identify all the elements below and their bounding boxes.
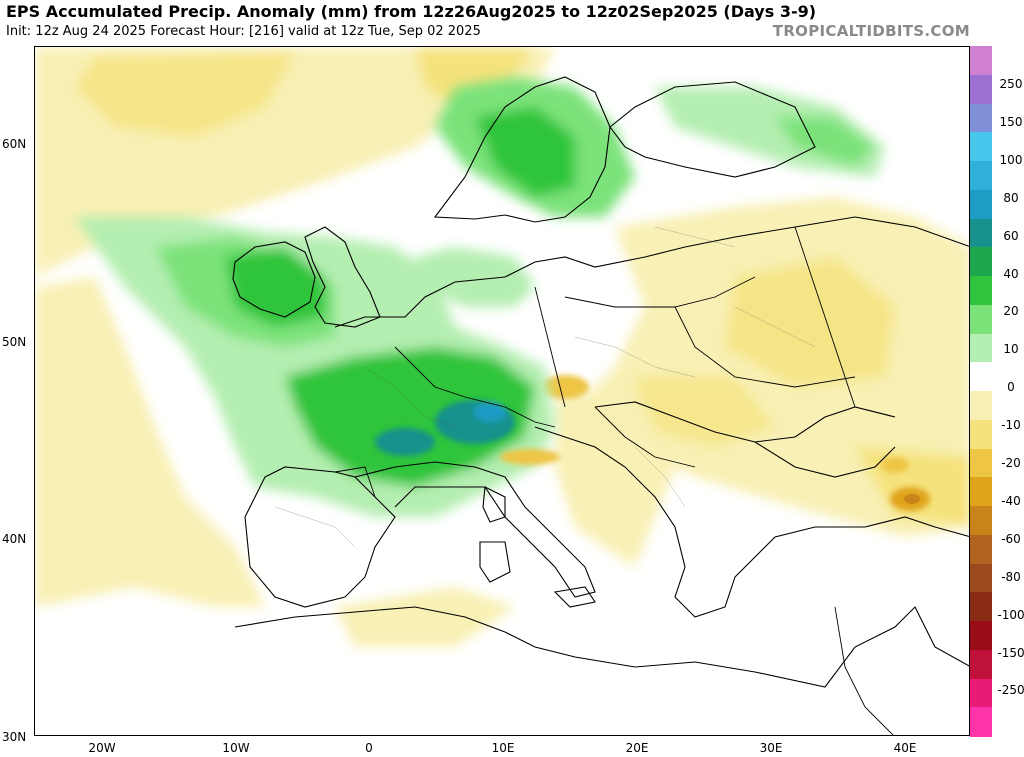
colorbar-swatch (970, 621, 992, 651)
colorbar-label: 100 (999, 152, 1023, 167)
colorbar-swatch (970, 362, 992, 392)
colorbar-swatch (970, 477, 992, 507)
dry-spot-east (881, 457, 909, 473)
lon-label-20w: 20W (88, 741, 116, 755)
dry-core-caucasus (904, 494, 920, 504)
colorbar-swatch (970, 74, 992, 104)
colorbar-swatch (970, 189, 992, 219)
finland-baltic-outline (609, 81, 816, 178)
colorbar-swatch (970, 649, 992, 679)
colorbar-label: 150 (999, 114, 1023, 129)
balkans-turkey-coast (534, 426, 969, 618)
border-france-germany (394, 346, 556, 428)
colorbar-label: -150 (997, 645, 1024, 660)
colorbar-swatch (970, 391, 992, 421)
lon-label-0: 0 (365, 741, 373, 755)
colorbar-label: -10 (1001, 418, 1021, 433)
colorbar-swatch (970, 534, 992, 564)
border-middle-east (834, 606, 894, 735)
colorbar-label: -40 (1001, 493, 1021, 508)
map-title: EPS Accumulated Precip. Anomaly (mm) fro… (6, 2, 817, 21)
lat-label-40n: 40N (2, 532, 27, 546)
colorbar (970, 46, 992, 737)
colorbar-swatch (970, 304, 992, 334)
colorbar-swatch (970, 46, 992, 76)
sicily-outline (553, 586, 596, 608)
colorbar-swatch (970, 592, 992, 622)
colorbar-swatch (970, 132, 992, 162)
colorbar-swatch (970, 161, 992, 191)
border-ukraine (674, 306, 856, 388)
border-balkans (594, 406, 696, 468)
ireland-outline (232, 241, 316, 318)
sardinia-outline (479, 541, 511, 583)
border-russia-ukraine (794, 226, 856, 408)
colorbar-label: -80 (1001, 569, 1021, 584)
lon-label-20e: 20E (625, 741, 649, 755)
colorbar-swatch (970, 419, 992, 449)
dry-spot-alps-east (541, 375, 589, 399)
colorbar-label: -60 (1001, 531, 1021, 546)
colorbar-swatch (970, 247, 992, 277)
colorbar-label: -100 (997, 607, 1024, 622)
colorbar-swatch (970, 276, 992, 306)
colorbar-label: -250 (997, 683, 1024, 698)
north-europe-coast (334, 216, 969, 328)
coastlines (232, 76, 969, 688)
lon-label-10e: 10E (491, 741, 515, 755)
great-britain-outline (304, 226, 381, 328)
colorbar-swatch (970, 506, 992, 536)
brand-watermark: TROPICALTIDBITS.COM (772, 22, 970, 40)
colorbar-swatch (970, 678, 992, 708)
lon-label-40e: 40E (893, 741, 917, 755)
colorbar-label: 80 (1003, 190, 1019, 205)
black-sea-south (754, 441, 896, 478)
colorbar-swatch (970, 103, 992, 133)
precip-anomaly-map (34, 46, 970, 736)
border-spain-france (334, 466, 376, 498)
colorbar-label: 10 (1003, 342, 1019, 357)
heavy-wet-alps (375, 400, 560, 465)
admin-borders (274, 226, 816, 548)
colorbar-label: 40 (1003, 266, 1019, 281)
corsica-outline (482, 486, 506, 523)
iberia-outline (244, 466, 396, 608)
lat-label-30n: 30N (2, 730, 27, 744)
map-subtitle: Init: 12z Aug 24 2025 Forecast Hour: [21… (6, 24, 481, 39)
colorbar-swatch (970, 563, 992, 593)
north-africa-coast (234, 606, 969, 688)
colorbar-label: -20 (1001, 456, 1021, 470)
colorbar-label: 250 (999, 77, 1023, 91)
country-borders (334, 226, 894, 735)
france-italy-coast (354, 461, 596, 598)
colorbar-label: 0 (1007, 380, 1015, 395)
lat-label-50n: 50N (2, 335, 27, 349)
colorbar-label: 60 (1003, 228, 1019, 243)
lon-label-10w: 10W (222, 741, 250, 755)
lon-label-30e: 30E (759, 741, 783, 755)
colorbar-swatch (970, 218, 992, 248)
colorbar-swatch (970, 707, 992, 737)
lat-label-60n: 60N (2, 137, 27, 151)
border-germany-poland (534, 286, 566, 408)
colorbar-swatch (970, 333, 992, 363)
colorbar-swatch (970, 448, 992, 478)
colorbar-label: 20 (1003, 304, 1019, 319)
